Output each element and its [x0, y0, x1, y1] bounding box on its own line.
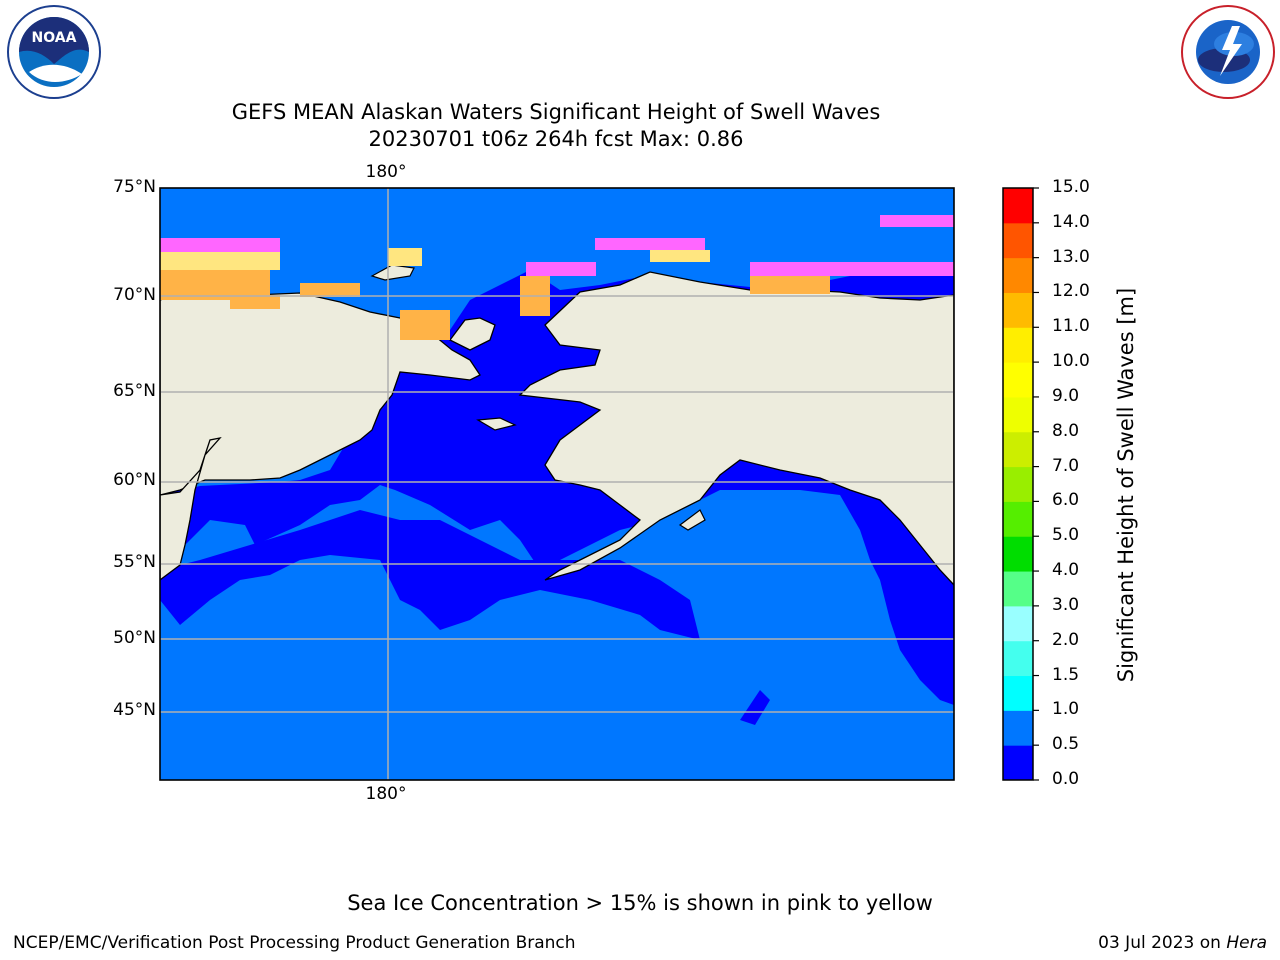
colorbar-segment [1003, 188, 1033, 224]
lat-label-45: 45°N [113, 700, 156, 720]
colorbar-tick-label: 14.0 [1052, 211, 1090, 232]
colorbar-tick-label: 15.0 [1052, 177, 1090, 197]
colorbar-tick-label: 11.0 [1052, 316, 1090, 337]
colorbar-segment [1003, 501, 1033, 537]
sea-ice-note: Sea Ice Concentration > 15% is shown in … [347, 891, 933, 915]
colorbar-segment [1003, 745, 1033, 781]
colorbar-tick-label: 13.0 [1052, 246, 1090, 267]
colorbar-title: Significant Height of Swell Waves [m] [1114, 287, 1138, 683]
colorbar-segment [1003, 431, 1033, 468]
colorbar-tick-label: 10.0 [1052, 351, 1090, 372]
colorbar [1003, 187, 1039, 781]
footer-date-text: 03 Jul 2023 on [1098, 933, 1227, 953]
colorbar-tick-label: 12.0 [1052, 281, 1090, 302]
colorbar-segment [1003, 536, 1033, 572]
colorbar-segment [1003, 327, 1033, 363]
colorbar-tick-label: 6.0 [1052, 490, 1080, 511]
colorbar-tick-label: 0.0 [1052, 769, 1080, 789]
colorbar-tick-label: 1.5 [1052, 664, 1080, 685]
lat-label-70: 70°N [113, 285, 156, 305]
swell-zone-dark-blue-gulf [740, 690, 770, 725]
colorbar-tick-label: 2.0 [1052, 629, 1080, 650]
colorbar-segment [1003, 257, 1033, 293]
lat-label-65: 65°N [113, 381, 156, 401]
colorbar-tick-label: 0.5 [1052, 734, 1080, 755]
lat-label-75: 75°N [113, 177, 156, 197]
land-st-lawrence [476, 417, 517, 431]
land-chukotka-coast [449, 317, 496, 351]
colorbar-tick-label: 8.0 [1052, 420, 1080, 441]
colorbar-segment [1003, 396, 1033, 433]
colorbar-tick-label: 4.0 [1052, 560, 1080, 581]
land-kamchatka [160, 436, 222, 581]
footer-branch: NCEP/EMC/Verification Post Processing Pr… [13, 933, 576, 953]
colorbar-segment [1003, 571, 1033, 607]
colorbar-segment [1003, 675, 1033, 711]
lat-label-60: 60°N [113, 470, 156, 490]
colorbar-tick-label: 9.0 [1052, 385, 1080, 406]
footer-host: Hera [1226, 933, 1267, 953]
lon-label-bottom: 180° [365, 784, 407, 804]
colorbar-frame [1002, 187, 1034, 781]
colorbar-segment [1003, 222, 1033, 259]
map-title: GEFS MEAN Alaskan Waters Significant Hei… [231, 100, 881, 124]
colorbar-segment [1003, 710, 1033, 746]
colorbar-segment [1003, 466, 1033, 502]
map-frame [159, 187, 955, 781]
colorbar-segment [1003, 362, 1033, 398]
footer-date: 03 Jul 2023 on Hera [1098, 933, 1267, 953]
colorbar-tick-label: 1.0 [1052, 699, 1080, 720]
colorbar-segment [1003, 292, 1033, 328]
graticule [160, 188, 954, 780]
map-subtitle: 20230701 t06z 264h fcst Max: 0.86 [368, 127, 744, 151]
land-kodiak [678, 509, 706, 531]
lat-label-55: 55°N [113, 552, 156, 572]
lat-label-50: 50°N [113, 628, 156, 648]
noaa-logo-text: NOAA [32, 30, 77, 46]
lon-label-top: 180° [365, 162, 407, 182]
noaa-logo: NOAA [4, 4, 104, 100]
colorbar-tick-label: 5.0 [1052, 525, 1080, 546]
colorbar-tick-label: 3.0 [1052, 594, 1080, 615]
sea-ice [160, 215, 954, 340]
colorbar-segment [1003, 605, 1033, 642]
nws-logo [1178, 4, 1278, 100]
swell-zone-dark-blue-south [160, 510, 700, 640]
colorbar-segment [1003, 640, 1033, 677]
colorbar-tick-label: 7.0 [1052, 455, 1080, 476]
land-siberia [160, 291, 481, 496]
